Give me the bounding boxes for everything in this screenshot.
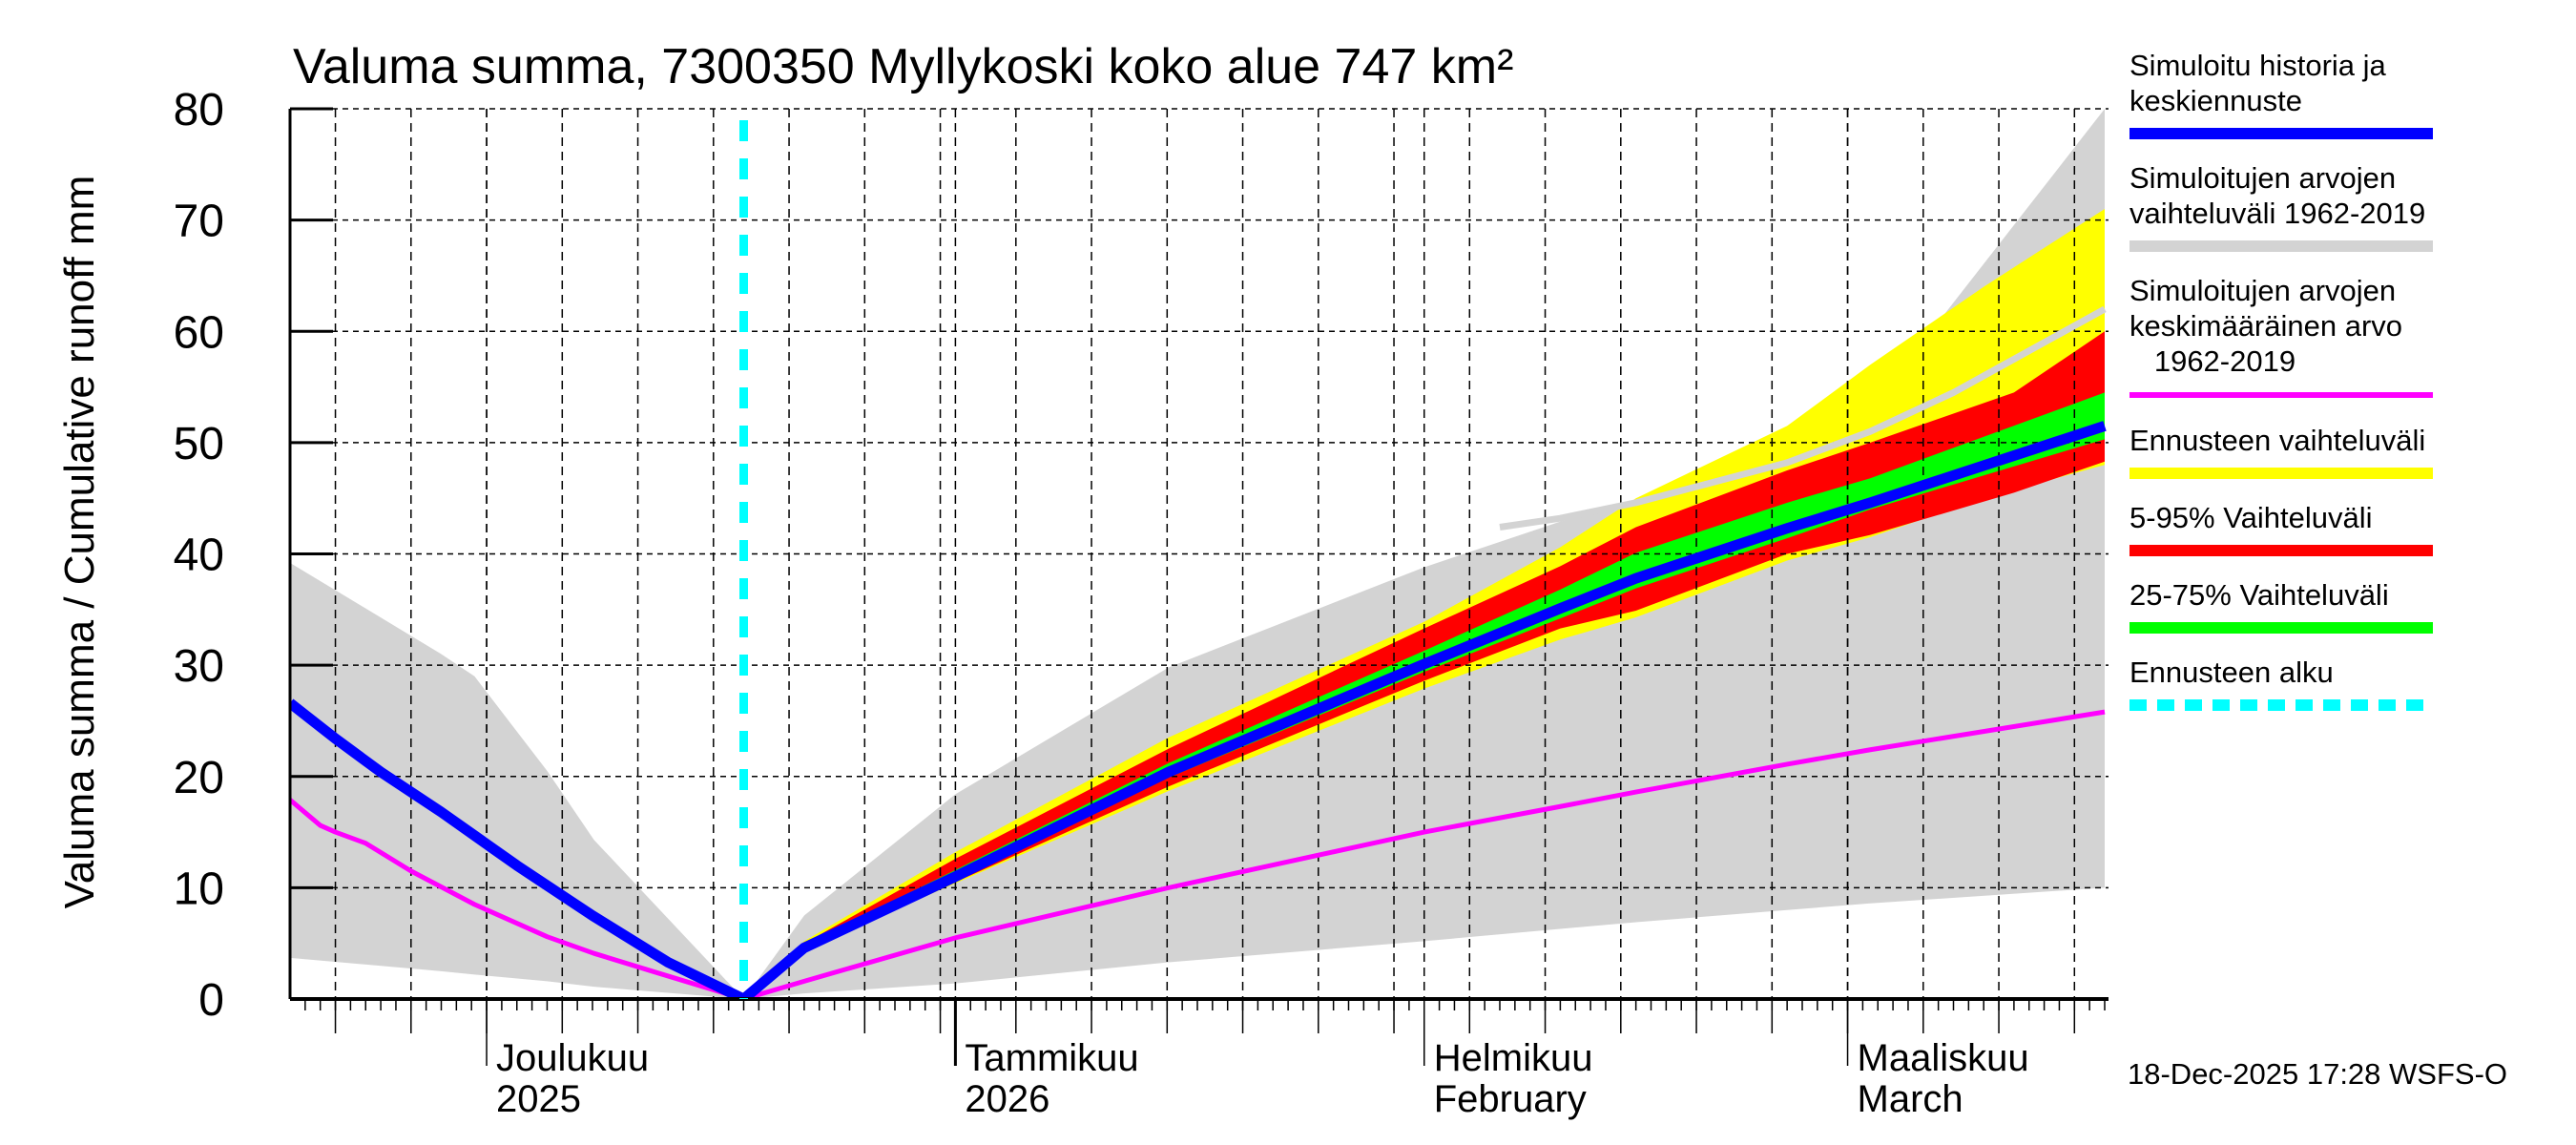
x-month-label: Tammikuu xyxy=(965,1037,1138,1079)
legend-label: Simuloitujen arvojen keskimääräinen arvo… xyxy=(2129,274,2403,378)
y-tick-label: 10 xyxy=(174,864,224,914)
legend-label: 5-95% Vaihteluväli xyxy=(2129,501,2373,534)
legend-swatch xyxy=(2129,240,2433,252)
legend-label: 25-75% Vaihteluväli xyxy=(2129,578,2389,612)
legend-item: Simuloitujen arvojen vaihteluväli 1962-2… xyxy=(2129,160,2549,252)
legend-item: Ennusteen alku xyxy=(2129,655,2549,711)
x-month-sublabel: 2026 xyxy=(965,1078,1049,1120)
y-tick-label: 60 xyxy=(174,307,224,358)
y-tick-label: 70 xyxy=(174,197,224,247)
x-month-sublabel: 2025 xyxy=(496,1078,581,1120)
timestamp: 18-Dec-2025 17:28 WSFS-O xyxy=(2128,1057,2508,1091)
legend-swatch xyxy=(2129,128,2433,139)
grid-layer xyxy=(290,108,2109,999)
lines-layer xyxy=(290,305,2107,999)
line-simuloitujen-arvojen-keskim-r-inen-arvo-1962-2019 xyxy=(290,709,2106,999)
x-month-label: Maaliskuu xyxy=(1858,1037,2029,1079)
band-simuloitujen-arvojen-vaihteluv-li-1962-2019 xyxy=(290,109,2105,999)
y-tick-label: 30 xyxy=(174,641,224,692)
legend-swatch xyxy=(2129,545,2433,556)
legend-swatch xyxy=(2129,622,2433,634)
line-simuloitu-historia-ja-keskiennuste xyxy=(290,421,2107,999)
legend-swatch xyxy=(2129,699,2433,711)
legend-item: Simuloitu historia ja keskiennuste xyxy=(2129,48,2549,139)
legend-item: 25-75% Vaihteluväli xyxy=(2129,577,2549,634)
legend-label: Ennusteen alku xyxy=(2129,656,2334,689)
legend-item: Ennusteen vaihteluväli xyxy=(2129,423,2549,479)
legend-label: Simuloitujen arvojen vaihteluväli 1962-2… xyxy=(2129,161,2426,230)
y-tick-label: 50 xyxy=(174,419,224,469)
line-simuloitujen-arvojen-keskim-r-inen-arvo-gray-forecast-region- xyxy=(1499,305,2107,531)
legend-swatch xyxy=(2129,468,2433,479)
x-month-label: Joulukuu xyxy=(496,1037,649,1079)
band-25-75-vaihteluv-li xyxy=(743,392,2105,999)
chart-title: Valuma summa, 7300350 Myllykoski koko al… xyxy=(293,39,1513,94)
legend-label: Simuloitu historia ja keskiennuste xyxy=(2129,49,2386,117)
y-tick-label: 40 xyxy=(174,531,224,581)
x-month-sublabel: March xyxy=(1858,1078,1963,1120)
x-month-label: Helmikuu xyxy=(1434,1037,1593,1079)
legend-item: Simuloitujen arvojen keskimääräinen arvo… xyxy=(2129,273,2549,398)
legend-label: Ennusteen vaihteluväli xyxy=(2129,424,2426,457)
y-tick-label: 20 xyxy=(174,753,224,803)
x-month-sublabel: February xyxy=(1434,1078,1587,1120)
legend-item: 5-95% Vaihteluväli xyxy=(2129,500,2549,556)
legend: Simuloitu historia ja keskiennuste Simulo… xyxy=(2129,48,2549,732)
y-tick-label: 0 xyxy=(198,975,224,1026)
y-tick-label: 80 xyxy=(174,85,224,135)
y-axis-label: Valuma summa / Cumulative runoff mm xyxy=(56,176,103,909)
legend-swatch xyxy=(2129,392,2433,398)
